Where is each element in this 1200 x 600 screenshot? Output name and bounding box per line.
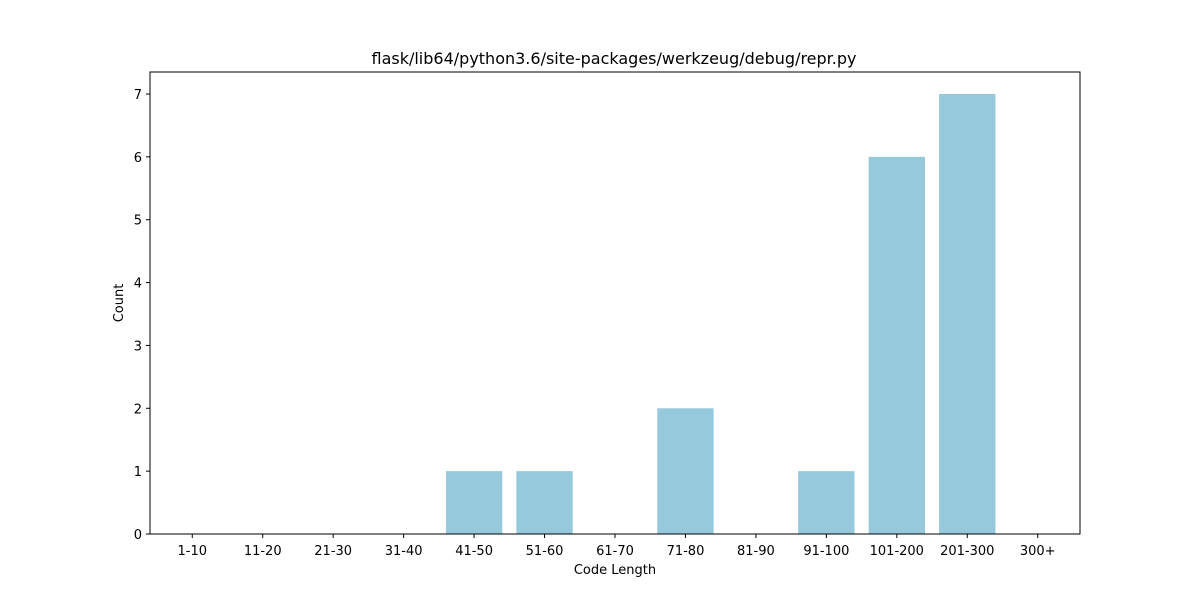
x-tick-label: 71-80 xyxy=(667,544,705,559)
y-tick-label: 2 xyxy=(134,402,142,417)
bar-51-60 xyxy=(516,471,573,534)
x-tick-label: 300+ xyxy=(1020,544,1056,559)
x-tick-label: 21-30 xyxy=(314,544,352,559)
bar-201-300 xyxy=(939,94,996,534)
y-tick-label: 0 xyxy=(134,528,142,543)
x-tick-label: 1-10 xyxy=(178,544,208,559)
x-tick-label: 11-20 xyxy=(244,544,282,559)
x-tick-label: 41-50 xyxy=(455,544,493,559)
chart-title: flask/lib64/python3.6/site-packages/werk… xyxy=(371,49,856,68)
x-tick-label: 101-200 xyxy=(870,544,924,559)
x-tick-label: 51-60 xyxy=(526,544,564,559)
y-tick-label: 1 xyxy=(134,465,142,480)
y-axis: 0 1 2 3 4 5 6 7 xyxy=(134,88,150,543)
x-tick-label: 91-100 xyxy=(803,544,849,559)
x-axis: 1-10 11-20 21-30 31-40 41-50 51-60 61-70 71-80 8… xyxy=(178,534,1056,559)
bar-101-200 xyxy=(868,156,925,535)
bar-41-50 xyxy=(445,471,503,534)
x-tick-label: 81-90 xyxy=(737,544,775,559)
bar-71-80 xyxy=(657,408,714,534)
x-axis-title: Code Length xyxy=(574,563,656,578)
y-axis-title: Count xyxy=(112,284,127,323)
y-tick-label: 7 xyxy=(134,88,142,103)
x-tick-label: 61-70 xyxy=(596,544,634,559)
y-tick-label: 5 xyxy=(134,214,142,229)
x-tick-label: 201-300 xyxy=(940,544,994,559)
y-tick-label: 3 xyxy=(134,339,142,354)
x-tick-label: 31-40 xyxy=(385,544,423,559)
y-tick-label: 6 xyxy=(134,151,142,166)
bar-91-100 xyxy=(798,471,855,534)
y-tick-label: 4 xyxy=(134,277,142,292)
bars-group xyxy=(445,94,996,535)
